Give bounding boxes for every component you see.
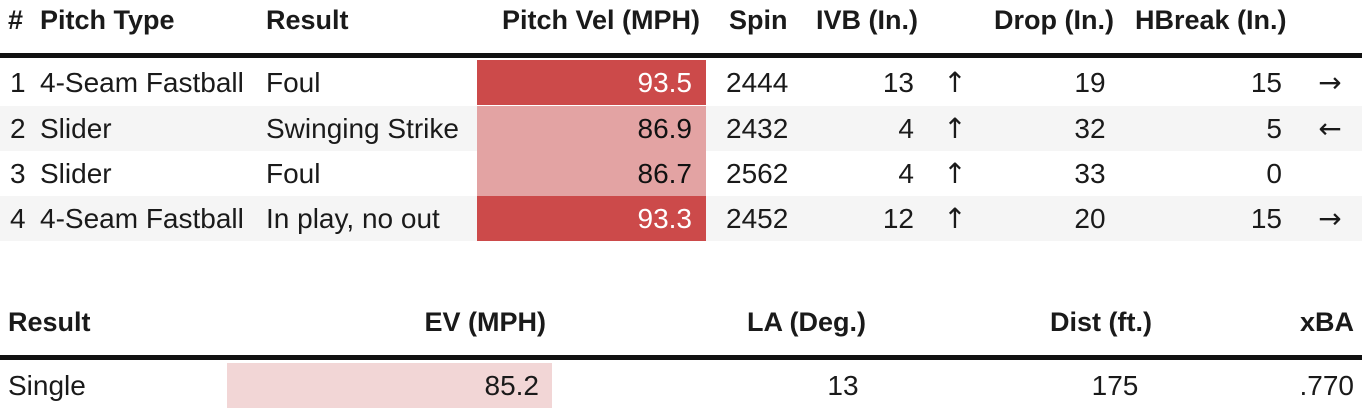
pitch-vel-cell — [477, 60, 706, 105]
pitch-table-header: # Pitch Type Result Pitch Vel (MPH) Spin… — [0, 0, 1362, 40]
header-drop: Drop (In.) — [994, 5, 1114, 35]
batted-table-header-rule — [0, 355, 1362, 360]
horizontal-arrow-icon: → — [1318, 66, 1342, 99]
header-pitch-type: Pitch Type — [40, 5, 175, 35]
ivb-cell: 12 — [882, 203, 914, 234]
xba-cell: .770 — [1299, 370, 1355, 401]
ev-cell — [227, 363, 552, 408]
header-num: # — [8, 5, 24, 35]
header-hbreak: HBreak (In.) — [1135, 5, 1287, 35]
bb-result-cell: Single — [8, 370, 86, 401]
horizontal-arrow-icon: → — [1318, 202, 1342, 235]
result-cell: Swinging Strike — [266, 113, 459, 144]
hbreak-cell: 0 — [1266, 158, 1282, 189]
table-row: 4 4-Seam Fastball In play, no out 93.3 2452 1… — [0, 196, 1362, 241]
header-xba: xBA — [1299, 307, 1354, 337]
pitch-vel-value: 86.9 — [637, 113, 693, 144]
row-number: 3 — [10, 158, 26, 189]
pitch-type-cell: Slider — [40, 113, 112, 144]
pitch-vel-value: 93.5 — [637, 67, 693, 98]
ev-value: 85.2 — [484, 370, 540, 401]
row-number: 1 — [10, 67, 26, 98]
spin-cell: 2444 — [726, 67, 789, 98]
pitch-table: # Pitch Type Result Pitch Vel (MPH) Spin… — [0, 0, 1362, 40]
dist-cell: 175 — [1091, 370, 1139, 401]
pitch-vel-cell — [477, 196, 706, 241]
la-cell: 13 — [827, 370, 859, 401]
header-pitch-vel: Pitch Vel (MPH) — [501, 5, 700, 35]
header-ivb: IVB (In.) — [816, 5, 918, 35]
up-arrow-icon: ↑ — [943, 157, 967, 190]
ivb-cell: 4 — [898, 158, 914, 189]
table-row: 1 4-Seam Fastball Foul 93.5 2444 13 ↑ 19 15 → — [0, 60, 1362, 105]
drop-cell: 20 — [1074, 203, 1106, 234]
horizontal-arrow-icon: ← — [1318, 112, 1342, 145]
hbreak-cell: 15 — [1250, 203, 1282, 234]
hbreak-cell: 15 — [1250, 67, 1282, 98]
drop-cell: 33 — [1074, 158, 1106, 189]
drop-cell: 32 — [1074, 113, 1106, 144]
header-dist: Dist (ft.) — [1050, 307, 1152, 337]
table-row: 2 Slider Swinging Strike 86.9 2432 4 ↑ 32 5 ← — [0, 106, 1362, 151]
pitch-type-cell: Slider — [40, 158, 112, 189]
up-arrow-icon: ↑ — [943, 112, 967, 145]
header-result: Result — [266, 5, 349, 35]
batted-table-header: Result EV (MPH) LA (Deg.) Dist (ft.) xBA — [0, 302, 1362, 342]
table-row: 3 Slider Foul 86.7 2562 4 ↑ 33 0 — [0, 151, 1362, 196]
drop-cell: 19 — [1074, 67, 1106, 98]
up-arrow-icon: ↑ — [943, 202, 967, 235]
row-number: 2 — [10, 113, 26, 144]
ivb-cell: 4 — [898, 113, 914, 144]
header-la: LA (Deg.) — [747, 307, 866, 337]
spin-cell: 2562 — [726, 158, 789, 189]
table-row: Single 85.2 13 175 .770 — [0, 363, 1362, 408]
up-arrow-icon: ↑ — [943, 66, 967, 99]
spin-cell: 2432 — [726, 113, 789, 144]
header-ev: EV (MPH) — [424, 307, 547, 337]
header-bb-result: Result — [8, 307, 91, 337]
pitch-vel-value: 93.3 — [637, 203, 693, 234]
pitch-type-cell: 4-Seam Fastball — [40, 67, 244, 98]
pitch-vel-cell — [477, 151, 706, 196]
batted-table: Result EV (MPH) LA (Deg.) Dist (ft.) xBA — [0, 302, 1362, 342]
result-cell: Foul — [266, 158, 321, 189]
pitch-type-cell: 4-Seam Fastball — [40, 203, 244, 234]
hbreak-cell: 5 — [1266, 113, 1282, 144]
row-number: 4 — [10, 203, 26, 234]
pitch-table-header-rule — [0, 53, 1362, 58]
ivb-cell: 13 — [882, 67, 914, 98]
spin-cell: 2452 — [726, 203, 789, 234]
pitch-vel-cell — [477, 106, 706, 151]
pitch-vel-value: 86.7 — [637, 158, 693, 189]
result-cell: Foul — [266, 67, 321, 98]
header-spin: Spin — [729, 5, 788, 35]
result-cell: In play, no out — [266, 203, 440, 234]
